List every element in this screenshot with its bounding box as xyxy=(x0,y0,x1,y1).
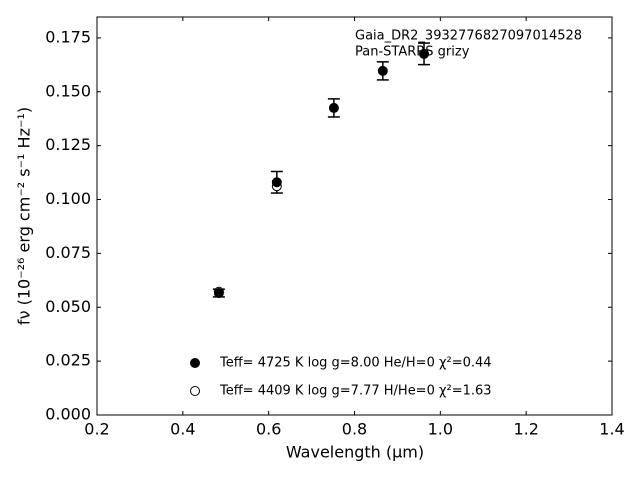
data-point xyxy=(377,65,388,76)
y-tick-label: 0.075 xyxy=(45,243,91,262)
legend-label: Teff= 4409 K log g=7.77 H/He=0 χ²=1.63 xyxy=(219,384,492,399)
y-tick-label: 0.125 xyxy=(45,135,91,154)
x-tick-label: 0.4 xyxy=(170,420,195,439)
legend-marker xyxy=(190,386,200,396)
y-tick-label: 0.025 xyxy=(45,351,91,370)
x-tick-label: 1.2 xyxy=(513,420,538,439)
y-tick-label: 0.100 xyxy=(45,189,91,208)
data-point xyxy=(213,288,224,299)
legend-marker xyxy=(190,358,200,368)
y-tick-label: 0.150 xyxy=(45,81,91,100)
annotation: Gaia_DR2_3932776827097014528 xyxy=(355,29,582,44)
y-tick-label: 0.050 xyxy=(45,297,91,316)
x-tick-label: 1.4 xyxy=(599,420,624,439)
x-tick-label: 0.6 xyxy=(256,420,281,439)
data-point xyxy=(271,177,282,188)
annotation: Pan-STARRS grizy xyxy=(355,45,470,60)
legend-label: Teff= 4725 K log g=8.00 He/H=0 χ²=0.44 xyxy=(219,356,492,371)
x-axis-label: Wavelength (μm) xyxy=(286,443,424,462)
data-point xyxy=(328,102,339,113)
y-axis-label: fν (10⁻²⁶ erg cm⁻² s⁻¹ Hz⁻¹) xyxy=(15,107,34,325)
y-tick-label: 0.000 xyxy=(45,405,91,424)
data-point xyxy=(419,48,430,59)
x-tick-label: 0.2 xyxy=(84,420,109,439)
x-tick-label: 1.0 xyxy=(428,420,453,439)
y-tick-label: 0.175 xyxy=(45,27,91,46)
x-tick-label: 0.8 xyxy=(342,420,367,439)
